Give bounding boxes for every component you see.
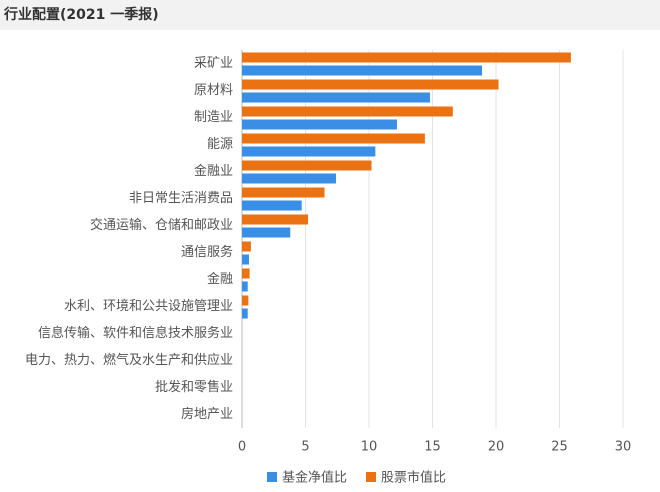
y-tick-label: 金融业: [194, 163, 233, 179]
y-tick-label: 水利、环境和公共设施管理业: [64, 299, 233, 314]
bar: [242, 214, 309, 225]
x-tick-label: 15: [424, 440, 441, 455]
y-tick-label: 采矿业: [194, 56, 233, 71]
y-tick-label: 制造业: [194, 110, 233, 125]
bar: [242, 133, 425, 144]
bar: [242, 308, 248, 319]
bar: [242, 92, 430, 103]
y-tick-label: 非日常生活消费品: [129, 191, 233, 206]
legend-label: 股票市值比: [381, 470, 446, 486]
y-tick-label: 信息传输、软件和信息技术服务业: [38, 325, 233, 341]
y-tick-label: 通信服务: [181, 244, 233, 260]
chart-title: 行业配置(2021 一季报): [3, 6, 159, 23]
bar: [242, 187, 325, 198]
y-tick-label: 房地产业: [181, 406, 233, 422]
bar: [242, 146, 376, 157]
x-tick-label: 30: [615, 440, 632, 455]
x-tick-label: 25: [551, 440, 568, 455]
bar: [242, 160, 372, 171]
legend-swatch: [366, 472, 376, 482]
header-bar: [0, 0, 660, 30]
bar: [242, 281, 248, 292]
y-tick-label: 能源: [207, 137, 233, 152]
bar: [242, 119, 397, 130]
bar: [242, 173, 336, 184]
legend-label: 基金净值比: [282, 470, 347, 486]
x-tick-label: 20: [488, 440, 505, 455]
bar: [242, 106, 453, 117]
bar: [242, 268, 250, 279]
bar: [242, 65, 483, 76]
x-tick-label: 0: [238, 440, 246, 455]
bar: [242, 254, 249, 265]
bar: [242, 79, 499, 90]
y-tick-label: 原材料: [194, 83, 233, 98]
y-tick-label: 批发和零售业: [155, 379, 233, 395]
y-tick-label: 交通运输、仓储和邮政业: [90, 217, 233, 233]
bar: [242, 241, 251, 252]
legend-swatch: [267, 472, 277, 482]
bar: [242, 52, 571, 63]
x-tick-label: 10: [361, 440, 378, 455]
bar: [242, 295, 249, 306]
bar: [242, 200, 302, 211]
y-tick-label: 金融: [207, 271, 233, 287]
x-tick-label: 5: [301, 440, 309, 455]
bar: [242, 227, 291, 238]
y-tick-label: 电力、热力、燃气及水生产和供应业: [25, 352, 233, 368]
